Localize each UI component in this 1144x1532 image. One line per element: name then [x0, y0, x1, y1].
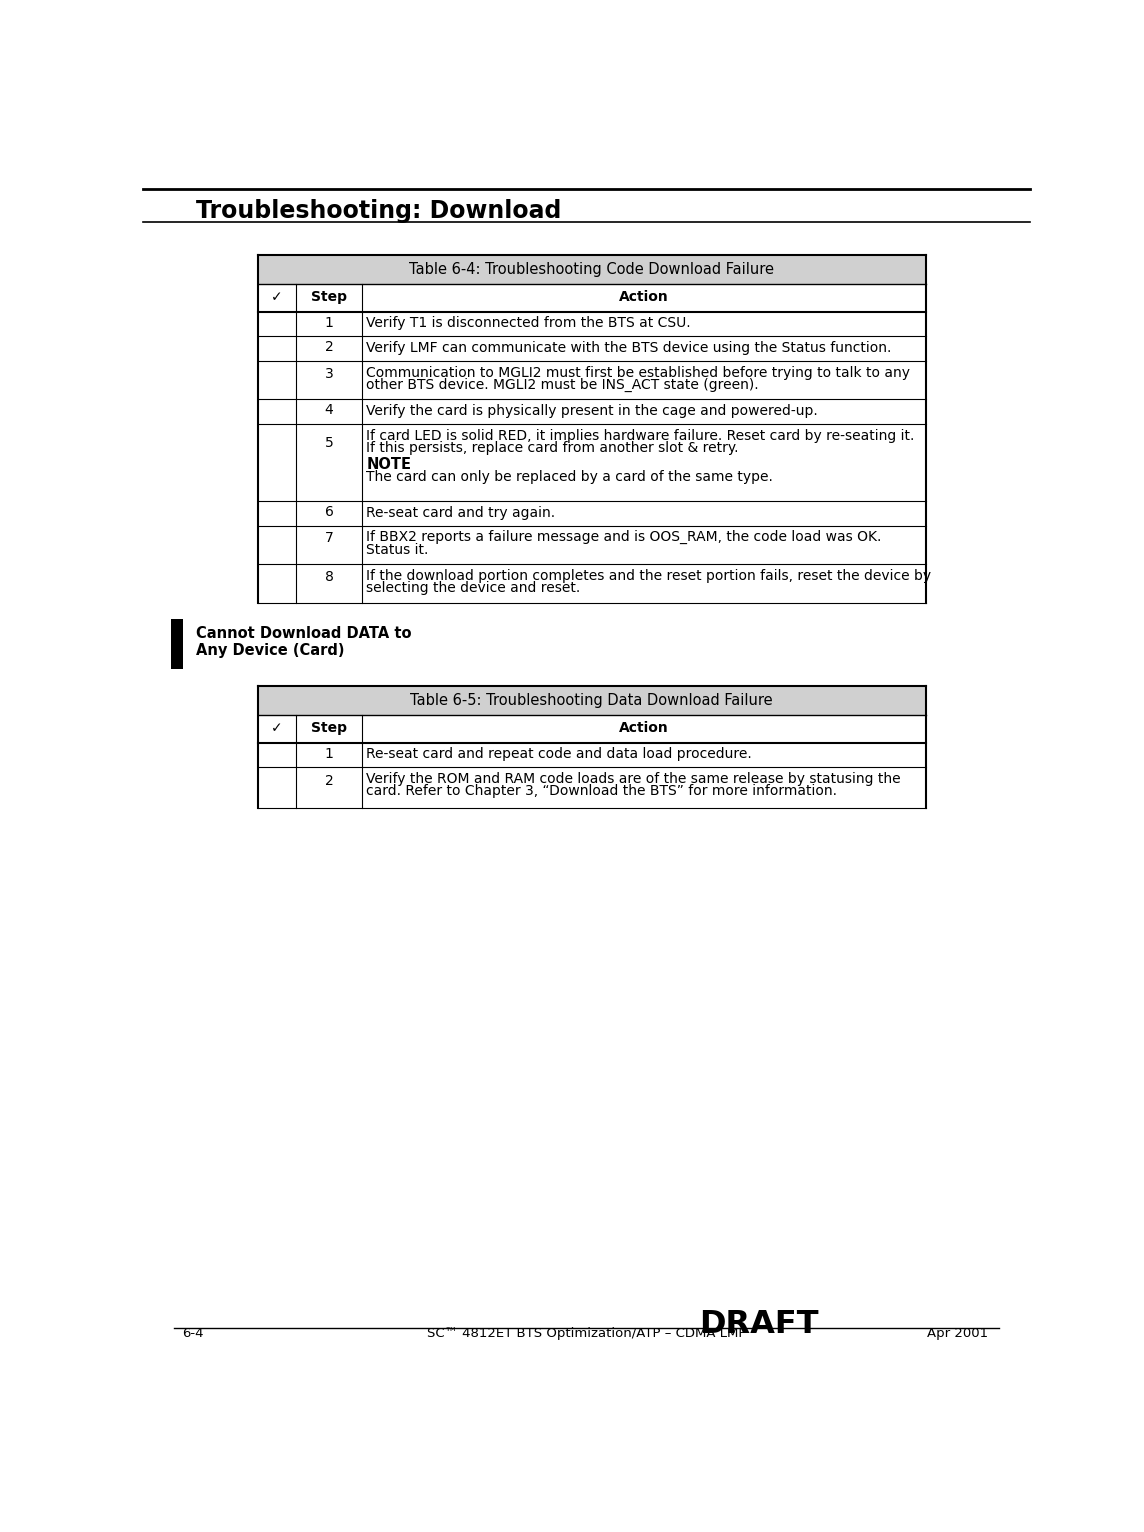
- Text: Verify the ROM and RAM code loads are of the same release by statusing the: Verify the ROM and RAM code loads are of…: [366, 772, 900, 786]
- Text: If the download portion completes and the reset portion fails, reset the device : If the download portion completes and th…: [366, 568, 931, 582]
- Text: Communication to MGLI2 must first be established before trying to talk to any: Communication to MGLI2 must first be est…: [366, 366, 911, 380]
- Text: ✓: ✓: [271, 722, 283, 735]
- Text: 1: 1: [325, 746, 333, 761]
- Text: 5: 5: [325, 435, 333, 449]
- Text: ✓: ✓: [271, 290, 283, 303]
- Text: Cannot Download DATA to
Any Device (Card): Cannot Download DATA to Any Device (Card…: [196, 625, 411, 659]
- Text: selecting the device and reset.: selecting the device and reset.: [366, 581, 580, 594]
- Text: 1: 1: [325, 316, 333, 329]
- Text: If BBX2 reports a failure message and is OOS_RAM, the code load was OK.: If BBX2 reports a failure message and is…: [366, 530, 882, 544]
- Text: Verify the card is physically present in the cage and powered-up.: Verify the card is physically present in…: [366, 404, 818, 418]
- Text: Troubleshooting: Download: Troubleshooting: Download: [196, 199, 561, 224]
- Text: card. Refer to Chapter 3, “Download the BTS” for more information.: card. Refer to Chapter 3, “Download the …: [366, 784, 837, 798]
- Bar: [170, 619, 183, 669]
- Text: If card LED is solid RED, it implies hardware failure. Reset card by re-seating : If card LED is solid RED, it implies har…: [366, 429, 914, 443]
- Text: Table 6-5: Troubleshooting Data Download Failure: Table 6-5: Troubleshooting Data Download…: [411, 692, 773, 708]
- Text: Step: Step: [311, 722, 347, 735]
- Text: 7: 7: [325, 532, 333, 545]
- Bar: [257, 686, 925, 715]
- Text: 8: 8: [325, 570, 333, 584]
- Text: The card can only be replaced by a card of the same type.: The card can only be replaced by a card …: [366, 470, 773, 484]
- Text: 6: 6: [154, 639, 166, 653]
- Text: SC™ 4812ET BTS Optimization/ATP – CDMA LMF: SC™ 4812ET BTS Optimization/ATP – CDMA L…: [427, 1327, 746, 1340]
- Text: Step: Step: [311, 290, 347, 303]
- Text: 4: 4: [325, 403, 333, 417]
- Text: 6: 6: [325, 506, 333, 519]
- Text: Apr 2001: Apr 2001: [927, 1327, 987, 1340]
- Text: 2: 2: [325, 340, 333, 354]
- Text: other BTS device. MGLI2 must be INS_ACT state (green).: other BTS device. MGLI2 must be INS_ACT …: [366, 378, 758, 392]
- Text: Verify T1 is disconnected from the BTS at CSU.: Verify T1 is disconnected from the BTS a…: [366, 316, 691, 331]
- Bar: [257, 254, 925, 283]
- Text: 3: 3: [325, 366, 333, 381]
- Text: Re-seat card and repeat code and data load procedure.: Re-seat card and repeat code and data lo…: [366, 748, 752, 761]
- Text: Re-seat card and try again.: Re-seat card and try again.: [366, 506, 555, 519]
- Text: 6-4: 6-4: [182, 1327, 204, 1340]
- Text: Table 6-4: Troubleshooting Code Download Failure: Table 6-4: Troubleshooting Code Download…: [410, 262, 774, 277]
- Text: Verify LMF can communicate with the BTS device using the Status function.: Verify LMF can communicate with the BTS …: [366, 342, 891, 355]
- Text: 2: 2: [325, 774, 333, 787]
- Text: Action: Action: [619, 722, 668, 735]
- Text: DRAFT: DRAFT: [699, 1310, 819, 1340]
- Text: NOTE: NOTE: [366, 457, 411, 472]
- Text: If this persists, replace card from another slot & retry.: If this persists, replace card from anot…: [366, 441, 739, 455]
- Text: Status it.: Status it.: [366, 542, 429, 556]
- Text: Action: Action: [619, 290, 668, 303]
